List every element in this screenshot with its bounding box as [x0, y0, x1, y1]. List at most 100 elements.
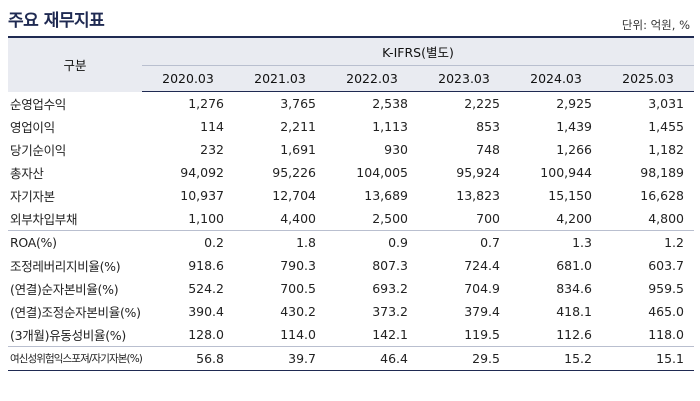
table-cell: 3,765 — [280, 96, 316, 111]
table-cell: 1,266 — [556, 142, 592, 157]
table-header: 구분 K-IFRS(별도) 2020.03 2021.03 2022.03 20… — [8, 37, 694, 92]
header-year: 2025.03 — [602, 65, 694, 92]
table-cell: 700 — [476, 211, 500, 226]
table-cell: 232 — [200, 142, 224, 157]
table-cell: 379.4 — [464, 304, 500, 319]
table-cell: 1.3 — [510, 230, 602, 254]
row-label: 영업이익 — [10, 120, 55, 135]
table-cell: 142.1 — [372, 327, 408, 342]
table-cell: 2,925 — [556, 96, 592, 111]
table-cell: 524.2 — [188, 281, 224, 296]
table-cell: 4,800 — [648, 211, 684, 226]
table-cell: 430.2 — [280, 304, 316, 319]
table-cell: 10,937 — [180, 188, 224, 203]
table-cell: 2,500 — [372, 211, 408, 226]
table-row: (연결)순자본비율(%) 524.2 700.5 693.2 704.9 834.6 959… — [8, 277, 694, 300]
header-year: 2020.03 — [142, 65, 234, 92]
table-cell: 128.0 — [188, 327, 224, 342]
table-cell: 465.0 — [648, 304, 684, 319]
table-cell: 1.2 — [602, 230, 694, 254]
table-body: 순영업수익 1,276 3,765 2,538 2,225 2,925 3,031 영업이익 1… — [8, 92, 694, 371]
table-cell: 112.6 — [556, 327, 592, 342]
table-cell: 918.6 — [188, 258, 224, 273]
row-label: 자기자본 — [10, 189, 55, 204]
table-cell: 700.5 — [280, 281, 316, 296]
table-cell: 46.4 — [326, 346, 418, 371]
header-year: 2023.03 — [418, 65, 510, 92]
row-label: (연결)순자본비율(%) — [10, 282, 119, 297]
row-label: (3개월)유동성비율(%) — [10, 328, 126, 343]
table-cell: 1,455 — [648, 119, 684, 134]
table-cell: 959.5 — [648, 281, 684, 296]
table-cell: 114 — [200, 119, 224, 134]
table-cell: 2,538 — [372, 96, 408, 111]
table-row: 여신성위험익스포져/자기자본(%) 56.8 39.7 46.4 29.5 15.2 15.… — [8, 346, 694, 371]
row-label: (연결)조정순자본비율(%) — [10, 305, 141, 320]
header-row-years: 2020.03 2021.03 2022.03 2023.03 2024.03 … — [8, 65, 694, 92]
table-cell: 1,439 — [556, 119, 592, 134]
row-label: 총자산 — [10, 166, 44, 181]
table-cell: 2,211 — [280, 119, 316, 134]
row-label: 조정레버리지비율(%) — [10, 259, 121, 274]
table-cell: 98,189 — [640, 165, 684, 180]
table-cell: 3,031 — [648, 96, 684, 111]
table-cell: 724.4 — [464, 258, 500, 273]
row-label: 외부차입부채 — [10, 212, 78, 227]
table-cell: 4,200 — [556, 211, 592, 226]
table-row: ROA(%) 0.2 1.8 0.9 0.7 1.3 1.2 — [8, 230, 694, 254]
header-group-k-ifrs: K-IFRS(별도) — [142, 37, 694, 66]
table-cell: 681.0 — [556, 258, 592, 273]
table-cell: 15,150 — [548, 188, 592, 203]
table-cell: 118.0 — [648, 327, 684, 342]
header-label-col: 구분 — [8, 37, 142, 92]
unit-note: 단위: 억원, % — [621, 18, 690, 32]
table-cell: 790.3 — [280, 258, 316, 273]
table-cell: 1,100 — [188, 211, 224, 226]
table-cell: 390.4 — [188, 304, 224, 319]
table-cell: 0.7 — [418, 230, 510, 254]
table-cell: 748 — [476, 142, 500, 157]
page-title: 주요 재무지표 — [8, 11, 105, 31]
row-label: 당기순이익 — [10, 143, 67, 158]
table-cell: 15.1 — [602, 346, 694, 371]
table-cell: 807.3 — [372, 258, 408, 273]
financial-table-container: 구분 K-IFRS(별도) 2020.03 2021.03 2022.03 20… — [8, 36, 694, 371]
table-cell: 704.9 — [464, 281, 500, 296]
table-cell: 0.9 — [326, 230, 418, 254]
header-row-group: 구분 K-IFRS(별도) — [8, 37, 694, 92]
header-year: 2024.03 — [510, 65, 602, 92]
table-cell: 104,005 — [356, 165, 408, 180]
header-year: 2022.03 — [326, 65, 418, 92]
table-cell: 94,092 — [180, 165, 224, 180]
table-cell: 1.8 — [234, 230, 326, 254]
table-cell: 1,691 — [280, 142, 316, 157]
table-cell: 114.0 — [280, 327, 316, 342]
table-cell: 1,182 — [648, 142, 684, 157]
table-cell: 16,628 — [640, 188, 684, 203]
row-label: 순영업수익 — [10, 96, 67, 112]
table-cell: 2,225 — [464, 96, 500, 111]
table-cell: 12,704 — [272, 188, 316, 203]
table-row: 조정레버리지비율(%) 918.6 790.3 807.3 724.4 681.0 603.… — [8, 254, 694, 277]
table-cell: 4,400 — [280, 211, 316, 226]
row-label: 여신성위험익스포져/자기자본(%) — [8, 346, 143, 371]
table-cell: 1,113 — [372, 119, 408, 134]
table-cell: 1,276 — [188, 96, 224, 111]
table-cell: 373.2 — [372, 304, 408, 319]
table-cell: 853 — [476, 119, 500, 134]
table-row: 순영업수익 1,276 3,765 2,538 2,225 2,925 3,031 — [8, 92, 694, 116]
header-year: 2021.03 — [234, 65, 326, 92]
table-cell: 56.8 — [142, 346, 234, 371]
table-row: 영업이익 114 2,211 1,113 853 1,439 1,455 — [8, 115, 694, 138]
table-cell: 0.2 — [142, 230, 234, 254]
table-cell: 930 — [384, 142, 408, 157]
table-cell: 100,944 — [540, 165, 592, 180]
table-cell: 13,689 — [364, 188, 408, 203]
table-row: 외부차입부채 1,100 4,400 2,500 700 4,200 4,800 — [8, 207, 694, 231]
table-cell: 418.1 — [556, 304, 592, 319]
table-cell: 95,924 — [456, 165, 500, 180]
table-cell: 603.7 — [648, 258, 684, 273]
table-row: 총자산 94,092 95,226 104,005 95,924 100,944 98,18… — [8, 161, 694, 184]
table-cell: 39.7 — [234, 346, 326, 371]
table-row: 자기자본 10,937 12,704 13,689 13,823 15,150 16,628 — [8, 184, 694, 207]
